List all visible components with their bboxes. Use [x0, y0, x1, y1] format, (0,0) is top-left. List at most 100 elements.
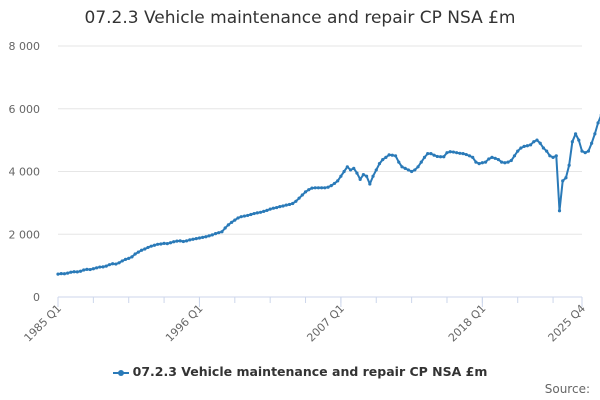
data-point[interactable]: [355, 171, 359, 175]
data-point[interactable]: [503, 161, 507, 165]
data-point[interactable]: [123, 257, 128, 261]
data-point[interactable]: [358, 177, 362, 181]
data-point[interactable]: [532, 140, 536, 144]
data-point[interactable]: [213, 232, 218, 236]
data-point[interactable]: [188, 238, 192, 242]
data-point[interactable]: [570, 140, 574, 144]
data-point[interactable]: [184, 239, 189, 243]
data-point[interactable]: [165, 242, 169, 246]
data-point[interactable]: [262, 209, 266, 213]
data-point[interactable]: [242, 214, 247, 218]
data-point[interactable]: [114, 262, 118, 266]
data-point[interactable]: [429, 152, 433, 156]
data-point[interactable]: [201, 235, 205, 239]
data-point[interactable]: [464, 152, 468, 157]
data-point[interactable]: [85, 267, 89, 271]
data-point[interactable]: [474, 160, 478, 164]
data-point[interactable]: [567, 163, 571, 167]
data-point[interactable]: [413, 168, 417, 172]
data-point[interactable]: [178, 239, 182, 243]
data-point[interactable]: [583, 151, 587, 155]
data-point[interactable]: [477, 162, 481, 166]
data-point[interactable]: [271, 206, 275, 210]
data-point[interactable]: [159, 242, 163, 246]
data-point[interactable]: [307, 188, 311, 192]
data-point[interactable]: [538, 141, 542, 145]
data-point[interactable]: [393, 154, 398, 158]
data-point[interactable]: [384, 155, 388, 159]
data-point[interactable]: [194, 237, 198, 241]
data-point[interactable]: [329, 184, 333, 188]
data-point[interactable]: [297, 196, 301, 200]
data-point[interactable]: [62, 272, 67, 276]
data-point[interactable]: [467, 154, 472, 158]
data-point[interactable]: [593, 132, 597, 136]
data-point[interactable]: [156, 242, 160, 246]
data-point[interactable]: [493, 156, 497, 160]
data-point[interactable]: [88, 267, 92, 272]
data-point[interactable]: [69, 270, 73, 274]
data-point[interactable]: [535, 138, 539, 142]
data-point[interactable]: [291, 201, 295, 206]
data-point[interactable]: [320, 186, 324, 190]
data-point[interactable]: [377, 162, 382, 166]
data-point[interactable]: [590, 141, 594, 145]
data-point[interactable]: [275, 205, 279, 210]
data-point[interactable]: [78, 269, 83, 273]
data-point[interactable]: [580, 149, 584, 153]
data-point[interactable]: [387, 153, 391, 157]
data-point[interactable]: [72, 270, 76, 274]
data-point[interactable]: [461, 152, 465, 156]
data-point[interactable]: [352, 166, 356, 170]
data-point[interactable]: [371, 174, 375, 178]
data-point[interactable]: [162, 241, 166, 245]
data-point[interactable]: [332, 181, 337, 186]
data-point[interactable]: [500, 160, 504, 164]
data-point[interactable]: [204, 235, 208, 239]
data-point[interactable]: [348, 168, 353, 172]
data-point[interactable]: [223, 226, 227, 230]
data-point[interactable]: [310, 186, 314, 190]
data-point[interactable]: [82, 268, 86, 272]
data-point[interactable]: [554, 154, 558, 158]
data-point[interactable]: [422, 155, 427, 159]
data-point[interactable]: [400, 165, 404, 169]
data-point[interactable]: [233, 218, 237, 222]
data-point[interactable]: [191, 237, 195, 241]
data-point[interactable]: [403, 166, 407, 170]
data-point[interactable]: [287, 202, 292, 207]
data-point[interactable]: [435, 154, 439, 159]
data-point[interactable]: [281, 204, 285, 208]
legend[interactable]: 07.2.3 Vehicle maintenance and repair CP…: [0, 364, 600, 379]
data-point[interactable]: [496, 157, 501, 162]
data-point[interactable]: [557, 209, 562, 213]
data-point[interactable]: [278, 205, 282, 209]
data-point[interactable]: [284, 203, 288, 207]
data-point[interactable]: [252, 211, 256, 216]
data-point[interactable]: [397, 160, 401, 164]
data-point[interactable]: [210, 233, 214, 237]
data-point[interactable]: [59, 272, 63, 276]
data-point[interactable]: [545, 149, 549, 153]
data-point[interactable]: [416, 165, 420, 169]
data-point[interactable]: [390, 153, 394, 157]
data-point[interactable]: [168, 241, 173, 245]
data-point[interactable]: [548, 154, 552, 158]
data-point[interactable]: [374, 168, 378, 172]
data-point[interactable]: [361, 173, 365, 177]
data-point[interactable]: [381, 157, 385, 162]
data-point[interactable]: [120, 259, 124, 263]
data-point[interactable]: [249, 212, 253, 217]
data-point[interactable]: [577, 138, 581, 142]
data-point[interactable]: [303, 190, 308, 194]
data-point[interactable]: [133, 252, 137, 256]
data-point[interactable]: [104, 264, 108, 268]
data-point[interactable]: [506, 160, 510, 164]
data-point[interactable]: [255, 211, 259, 215]
data-point[interactable]: [432, 153, 436, 157]
data-point[interactable]: [525, 144, 529, 148]
data-point[interactable]: [268, 207, 272, 211]
data-point[interactable]: [490, 155, 494, 159]
data-point[interactable]: [230, 220, 234, 224]
data-point[interactable]: [458, 151, 462, 155]
